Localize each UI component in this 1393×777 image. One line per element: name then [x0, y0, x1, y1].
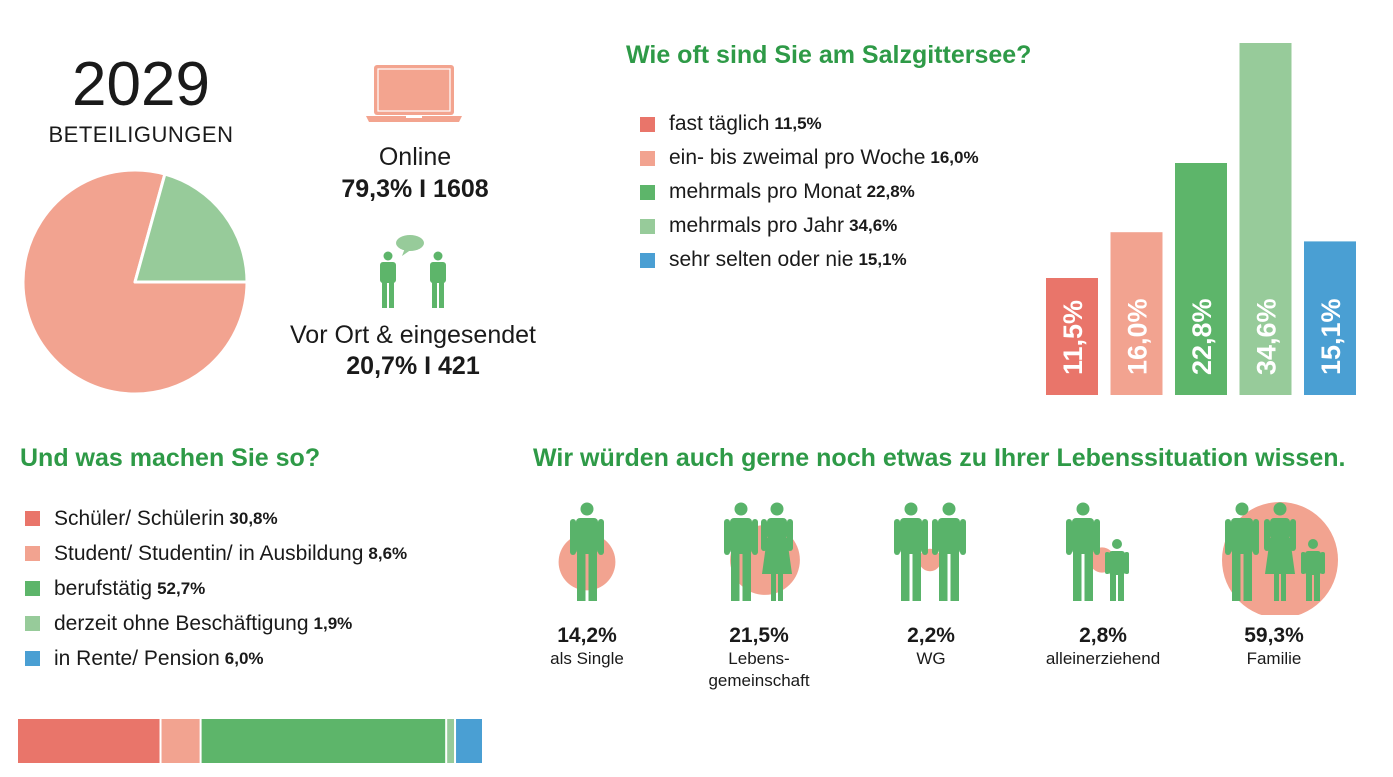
- frequency-bar-label: 34,6%: [1252, 298, 1282, 375]
- lebens-alleinerziehend: 2,8% alleinerziehend: [1023, 624, 1183, 670]
- people-talking-icon: [380, 235, 446, 308]
- total-participations-label: BETEILIGUNGEN: [48, 122, 234, 147]
- legend-swatch: [25, 616, 40, 631]
- occupation-stacked-bar: [18, 719, 482, 763]
- lebens-label: Lebens- gemeinschaft: [708, 649, 810, 690]
- lebens-heading: Wir würden auch gerne noch etwas zu Ihre…: [533, 444, 1346, 472]
- online-label: Online: [378, 143, 452, 171]
- frequency-bar: [1239, 43, 1292, 395]
- legend-swatch: [640, 150, 655, 166]
- lebens-value: 59,3%: [1244, 624, 1304, 647]
- frequency-bar: [1046, 278, 1098, 395]
- frequency-heading: Wie oft sind Sie am Salzgittersee?: [626, 41, 1032, 69]
- frequency-legend-item: sehr selten oder nie 15,1%: [640, 243, 979, 277]
- frequency-legend-item: mehrmals pro Monat 22,8%: [640, 175, 979, 209]
- frequency-legend-item: ein- bis zweimal pro Woche 16,0%: [640, 141, 979, 175]
- occupation-legend-item: Student/ Studentin/ in Ausbildung 8,6%: [25, 536, 407, 571]
- frequency-bar-chart: 11,5% 16,0% 22,8% 34,6% 15,1%: [1046, 43, 1356, 395]
- vor-ort-value: 20,7% I 421: [346, 352, 480, 380]
- lebens-value: 21,5%: [729, 624, 789, 647]
- vor-ort-label: Vor Ort & eingesendet: [290, 321, 536, 349]
- occupation-legend-item: Schüler/ Schülerin 30,8%: [25, 501, 407, 536]
- occupation-legend: Schüler/ Schülerin 30,8% Student/ Student…: [25, 501, 407, 676]
- frequency-legend: fast täglich 11,5% ein- bis zweimal pro W…: [640, 107, 979, 277]
- occupation-segment: [447, 719, 455, 763]
- lebens-label: als Single: [550, 649, 624, 668]
- legend-swatch: [640, 116, 655, 132]
- lebens-wg: 2,2% WG: [851, 624, 1011, 670]
- frequency-bar: [1175, 163, 1227, 395]
- legend-swatch: [640, 252, 655, 268]
- frequency-legend-item: mehrmals pro Jahr 34,6%: [640, 209, 979, 243]
- occupation-legend-item: berufstätig 52,7%: [25, 571, 407, 606]
- online-value: 79,3% I 1608: [341, 175, 489, 203]
- frequency-legend-item: fast täglich 11,5%: [640, 107, 979, 141]
- lebens-gemeinschaft: 21,5% Lebens- gemeinschaft: [679, 624, 839, 692]
- frequency-bar: [1110, 232, 1163, 395]
- lebens-value: 2,8%: [1079, 624, 1127, 647]
- lebens-familie: 59,3% Familie: [1194, 624, 1354, 670]
- lebens-label: Familie: [1246, 649, 1302, 668]
- total-participations: 2029: [72, 50, 210, 119]
- pie-slice: [133, 172, 249, 284]
- occupation-segment: [18, 719, 160, 763]
- frequency-bar-label: 15,1%: [1316, 298, 1346, 375]
- legend-swatch: [25, 651, 40, 666]
- lebens-value: 14,2%: [557, 624, 617, 647]
- legend-swatch: [25, 581, 40, 596]
- single-parent-icon: [1066, 502, 1129, 601]
- lebens-label: WG: [916, 649, 946, 668]
- legend-swatch: [25, 511, 40, 526]
- occupation-segment: [161, 719, 200, 763]
- lebens-value: 2,2%: [907, 624, 955, 647]
- participation-pie-chart: [21, 168, 249, 396]
- occupation-segment: [201, 719, 446, 763]
- frequency-bar-label: 11,5%: [1058, 300, 1088, 375]
- occupation-segment: [456, 719, 482, 763]
- frequency-bar-label: 16,0%: [1123, 298, 1153, 375]
- legend-swatch: [640, 184, 655, 200]
- legend-swatch: [25, 546, 40, 561]
- legend-swatch: [640, 218, 655, 234]
- frequency-bar-label: 22,8%: [1187, 298, 1217, 375]
- frequency-bar: [1304, 241, 1356, 395]
- lebens-icons: [558, 502, 1338, 615]
- laptop-icon: [366, 65, 462, 122]
- occupation-legend-item: in Rente/ Pension 6,0%: [25, 641, 407, 676]
- lebens-label: alleinerziehend: [1045, 649, 1161, 668]
- lebens-single: 14,2% als Single: [507, 624, 667, 670]
- occupation-heading: Und was machen Sie so?: [20, 444, 321, 472]
- occupation-legend-item: derzeit ohne Beschäftigung 1,9%: [25, 606, 407, 641]
